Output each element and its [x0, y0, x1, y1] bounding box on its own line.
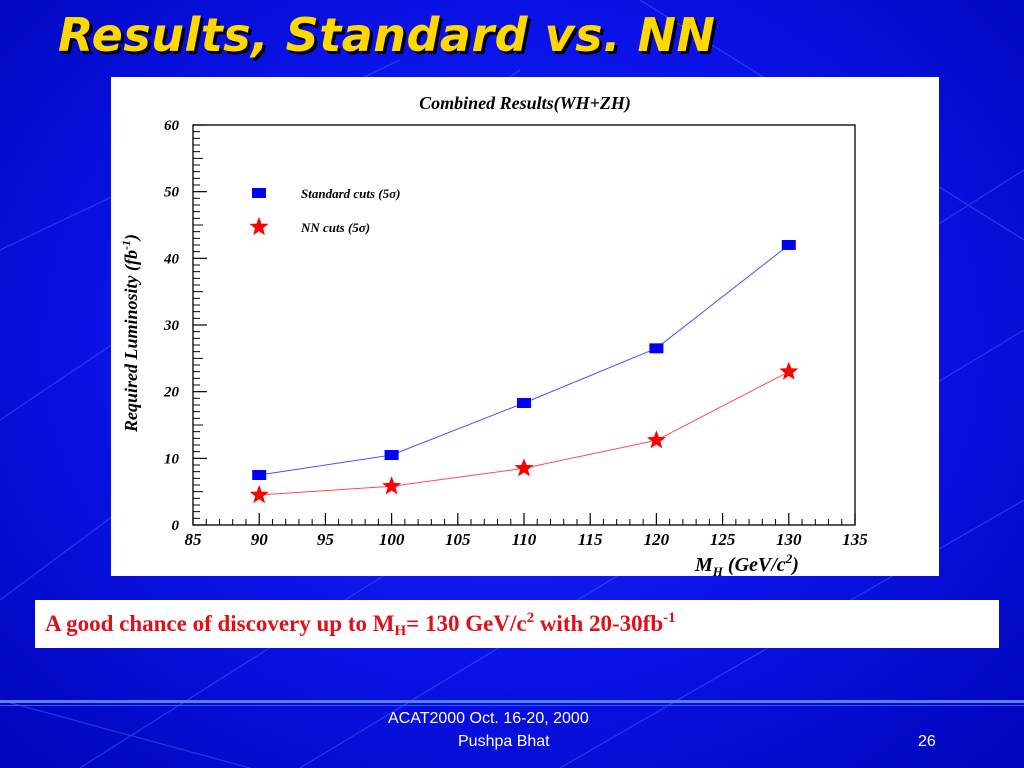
footer-author: Pushpa Bhat: [458, 733, 550, 750]
y-axis-label: Required Luminosity (fb-1): [119, 234, 142, 433]
nn-data-point: [514, 458, 534, 477]
nn-data-point: [382, 476, 402, 495]
discovery-caption: A good chance of discovery up to MH= 130…: [45, 610, 676, 639]
x-tick-label: 100: [379, 530, 405, 549]
slide-title: Results, Standard vs. NN: [58, 8, 716, 62]
x-tick-label: 95: [317, 530, 335, 549]
y-tick-label: 20: [163, 385, 180, 401]
caption-box: A good chance of discovery up to MH= 130…: [35, 600, 999, 648]
standard-data-point: [384, 450, 399, 460]
x-tick-label: 120: [644, 530, 670, 549]
y-tick-label: 50: [164, 185, 180, 201]
legend: Standard cuts (5σ) NN cuts (5σ): [249, 186, 400, 236]
y-tick-label: 30: [163, 318, 180, 334]
standard-series-line: [259, 244, 790, 476]
luminosity-chart: Combined Results(WH+ZH) Required Luminos…: [119, 93, 868, 576]
y-tick-label: 10: [164, 451, 180, 467]
x-tick-label: 110: [512, 530, 537, 549]
y-tick-label: 40: [163, 251, 180, 267]
legend-nn-marker: [249, 217, 269, 236]
legend-nn-label: NN cuts (5σ): [300, 220, 370, 235]
x-tick-label: 130: [776, 530, 802, 549]
standard-data-point: [649, 343, 664, 354]
chart-title: Combined Results(WH+ZH): [419, 93, 631, 114]
footer-event: ACAT2000 Oct. 16-20, 2000: [388, 710, 589, 727]
legend-standard-label: Standard cuts (5σ): [301, 186, 400, 201]
legend-standard-marker: [252, 188, 266, 198]
x-tick-label: 115: [578, 530, 603, 549]
nn-data-point: [779, 361, 799, 380]
x-axis-label: MH (GeV/c2): [694, 551, 799, 576]
x-tick-label: 85: [185, 530, 203, 549]
chart-panel: Combined Results(WH+ZH) Required Luminos…: [111, 77, 939, 576]
footer-divider-secondary: [0, 705, 1024, 706]
series-lines: [259, 244, 790, 496]
axes: 85 90 95 100 105 110 115 120 125 130 135 0 10 20 30 40 5…: [163, 118, 868, 549]
x-tick-label: 105: [445, 530, 471, 549]
standard-data-point: [252, 470, 267, 480]
x-tick-label: 125: [710, 530, 736, 549]
x-tick-label: 90: [251, 530, 269, 549]
standard-data-point: [781, 240, 796, 250]
nn-series-line: [259, 371, 790, 496]
y-tick-label: 60: [164, 118, 180, 134]
standard-data-point: [517, 398, 531, 408]
nn-data-point: [646, 430, 666, 449]
data-markers: [249, 240, 799, 504]
page-number: 26: [918, 733, 936, 750]
x-tick-label: 135: [842, 530, 868, 549]
footer-divider: [0, 700, 1024, 703]
y-tick-label: 0: [172, 518, 180, 534]
nn-data-point: [249, 485, 269, 504]
